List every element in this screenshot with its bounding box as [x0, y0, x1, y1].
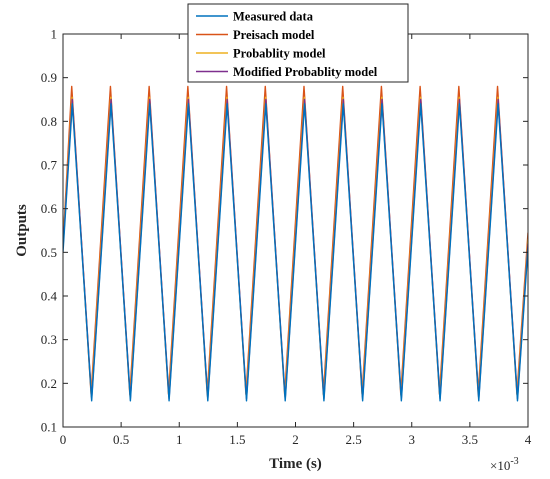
- legend-entry: Probablity model: [233, 47, 326, 61]
- y-tick-label: 1: [51, 27, 58, 42]
- x-tick-label: 1.5: [229, 432, 245, 447]
- y-tick-label: 0.6: [41, 201, 58, 216]
- y-tick-label: 0.5: [41, 245, 57, 260]
- y-tick-label: 0.7: [41, 158, 58, 173]
- y-tick-label: 0.4: [41, 289, 58, 304]
- x-multiplier-exponent: -3: [510, 456, 518, 467]
- x-tick-label: 0: [60, 432, 67, 447]
- x-tick-label: 3.5: [462, 432, 478, 447]
- y-tick-label: 0.1: [41, 420, 57, 435]
- x-tick-label: 4: [525, 432, 532, 447]
- plot-area: [63, 85, 528, 402]
- y-tick-label: 0.9: [41, 70, 57, 85]
- legend-entry: Modified Probablity model: [233, 65, 378, 79]
- x-tick-label: 2.5: [346, 432, 362, 447]
- x-axis-label: Time (s): [269, 456, 322, 472]
- x-tick-label: 0.5: [113, 432, 129, 447]
- y-tick-label: 0.8: [41, 114, 57, 129]
- x-tick-label: 2: [292, 432, 299, 447]
- x-tick-label: 1: [176, 432, 183, 447]
- x-axis-multiplier: ×10-3: [490, 456, 519, 473]
- series-line-1: [63, 103, 528, 402]
- x-multiplier-base: ×10: [490, 458, 510, 473]
- legend: Measured data Preisach model Probablity mo…: [187, 3, 409, 83]
- y-axis-label: Outputs: [14, 204, 30, 257]
- axes: 0 0.5 1 1.5 2 2.5 3 3.5 4 0.1 0.2 0.3 0.4 0.5 0.6 0.7 0.…: [41, 27, 532, 448]
- legend-box: [187, 3, 409, 83]
- x-tick-label: 3: [409, 432, 416, 447]
- y-tick-label: 0.3: [41, 332, 57, 347]
- y-tick-label: 0.2: [41, 376, 57, 391]
- legend-entry: Measured data: [233, 10, 314, 24]
- legend-entry: Preisach model: [233, 28, 315, 42]
